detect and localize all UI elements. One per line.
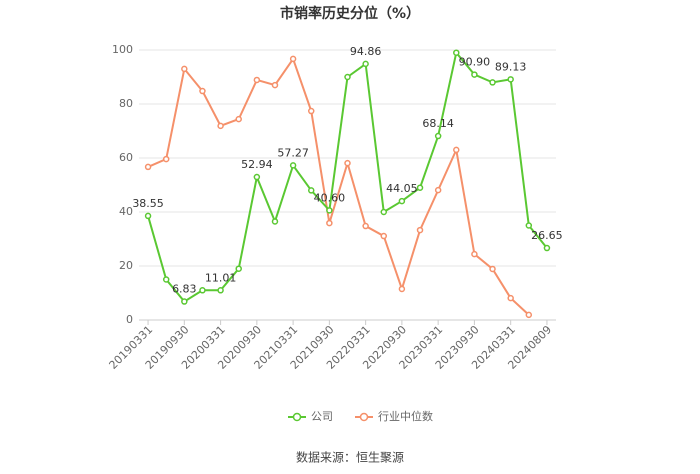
y-tick-label: 0: [126, 313, 133, 326]
legend-swatch: [292, 412, 302, 422]
point: [217, 122, 224, 130]
y-tick-label: 40: [119, 205, 133, 218]
point: [307, 107, 315, 115]
point: [344, 73, 351, 81]
point: [434, 186, 442, 194]
source: 数据来源：恒生聚源: [296, 450, 404, 465]
data-label: 68.14: [422, 117, 454, 130]
point: [398, 285, 406, 293]
point: [199, 87, 206, 95]
point: [489, 79, 496, 86]
point: [271, 81, 279, 89]
point: [217, 287, 224, 294]
point: [453, 146, 460, 154]
point: [434, 132, 442, 140]
legend-item: 行业中位数: [355, 409, 433, 423]
point: [543, 244, 551, 252]
legend-label: 行业中位数: [378, 409, 433, 423]
point: [162, 155, 170, 163]
data-label: 44.05: [386, 182, 418, 195]
point: [525, 222, 533, 229]
point: [144, 163, 152, 171]
data-label: 57.27: [277, 146, 309, 159]
legend-label: 公司: [311, 410, 333, 423]
point: [471, 250, 478, 258]
point: [253, 173, 261, 181]
point: [507, 76, 514, 83]
point: [362, 60, 369, 68]
data-label: 90.90: [459, 56, 491, 69]
point: [181, 298, 188, 305]
point: [326, 207, 333, 214]
chart-title: 市销率历史分位（%）: [280, 5, 420, 22]
point: [380, 208, 388, 216]
point: [235, 265, 242, 272]
y-tick-label: 80: [119, 97, 133, 110]
point: [271, 218, 279, 225]
data-label: 89.13: [495, 60, 527, 73]
point: [235, 115, 242, 123]
data-label: 26.65: [531, 229, 563, 242]
series-line: [147, 56, 530, 316]
point: [289, 55, 297, 63]
legend-swatch: [359, 412, 369, 422]
point: [181, 65, 188, 73]
data-label: 11.01: [205, 271, 237, 284]
point: [489, 265, 496, 273]
point: [344, 159, 351, 167]
point: [507, 294, 514, 302]
data-label: 6.83: [172, 283, 197, 296]
point: [326, 219, 333, 227]
point: [416, 184, 424, 191]
data-label: 52.94: [241, 158, 273, 171]
point: [307, 187, 315, 194]
data-label: 38.55: [132, 197, 164, 210]
y-tick-label: 20: [119, 259, 133, 272]
data-label: 94.86: [350, 45, 382, 58]
point: [471, 71, 478, 78]
legend-item: 公司: [288, 410, 333, 423]
point: [289, 162, 297, 169]
point: [453, 49, 460, 56]
point: [199, 287, 206, 294]
point: [416, 226, 424, 234]
point: [398, 197, 406, 205]
point: [162, 276, 170, 283]
y-tick-label: 100: [112, 43, 133, 56]
point: [253, 76, 261, 84]
point: [144, 212, 152, 220]
data-label: 40.60: [314, 191, 346, 204]
y-tick-label: 60: [119, 151, 133, 164]
point: [380, 232, 388, 240]
point: [525, 311, 533, 319]
point: [362, 222, 369, 230]
